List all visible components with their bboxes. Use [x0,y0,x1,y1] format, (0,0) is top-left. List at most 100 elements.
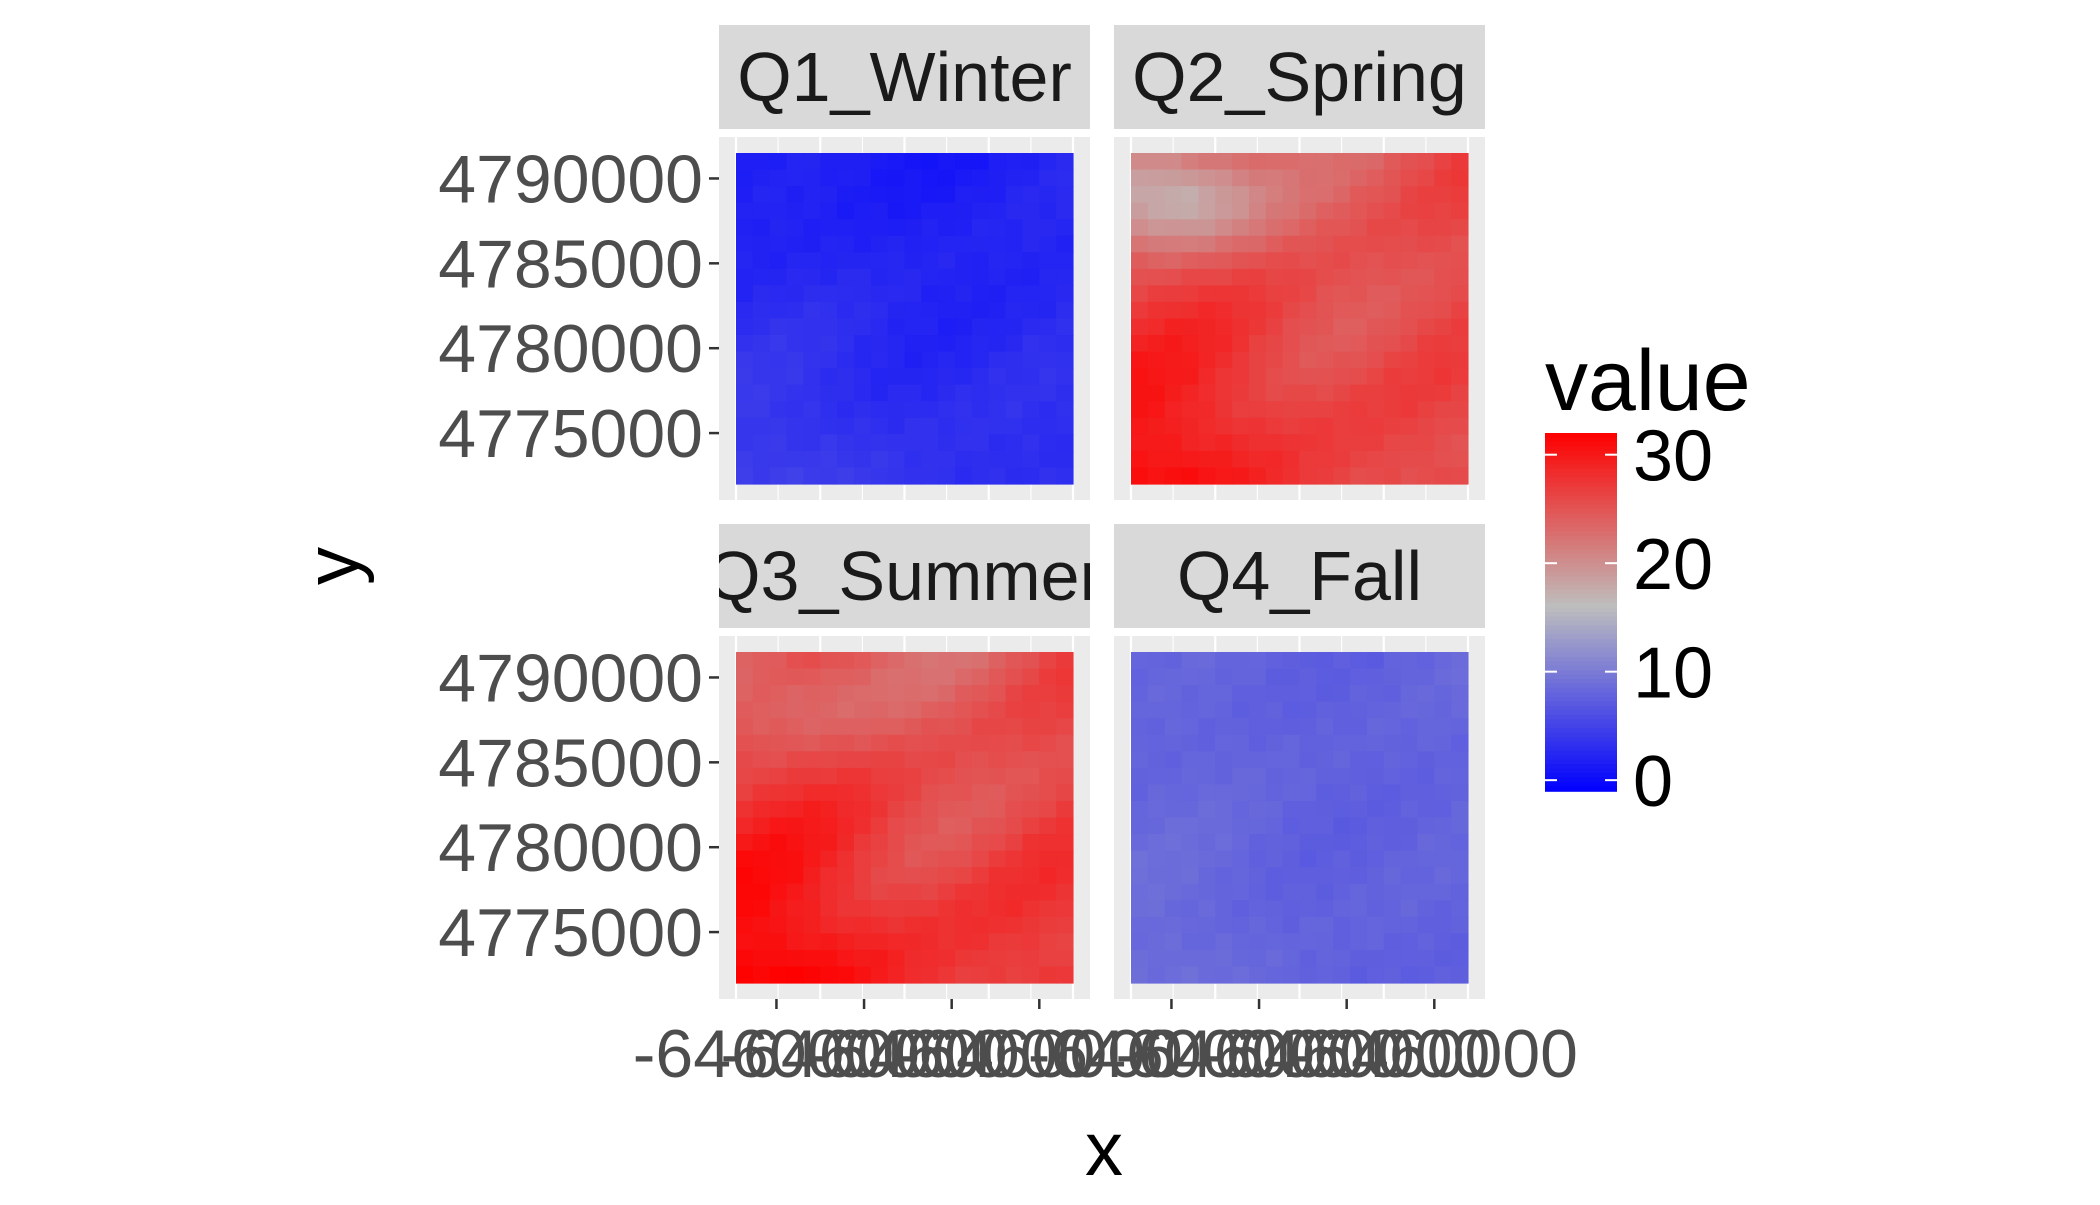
heatmap-tile [1215,718,1233,736]
heatmap-tile [786,784,804,802]
heatmap-tile [1131,883,1149,901]
heatmap-tile [752,734,771,752]
legend-colorbar-segment [1545,486,1617,492]
heatmap-tile [1265,949,1284,968]
legend-colorbar-segment [1545,688,1617,694]
heatmap-tile [870,718,889,736]
legend-colorbar-segment [1545,446,1617,452]
heatmap-tile [1282,883,1301,901]
heatmap-tile [955,900,973,918]
heatmap-tile [1056,850,1074,868]
heatmap-tile [1265,186,1284,204]
heatmap-tile [1147,900,1166,918]
heatmap-tile [1299,850,1317,868]
heatmap-tile [1215,966,1233,984]
heatmap-tile [1005,916,1024,934]
heatmap-tile [1333,351,1351,369]
heatmap-tile [736,219,754,237]
heatmap-tile [837,734,855,752]
heatmap-tile [955,401,973,419]
heatmap-tile [1400,153,1419,171]
heatmap-tile [1164,318,1183,336]
heatmap-tile [955,949,973,968]
heatmap-tile [752,966,771,984]
heatmap-tile [736,668,754,686]
heatmap-tile [1022,949,1040,968]
heatmap-tile [904,850,922,868]
heatmap-tile [1299,153,1317,171]
heatmap-tile [1005,685,1024,703]
heatmap-tile [938,301,956,320]
heatmap-tile [1022,368,1040,386]
heatmap-tile [938,417,956,435]
heatmap-tile [1181,834,1199,852]
heatmap-tile [1282,335,1301,353]
heatmap-tile [1333,751,1351,769]
heatmap-tile [904,767,922,785]
heatmap-tile [971,817,990,835]
heatmap-tile [1022,153,1040,171]
heatmap-tile [1198,767,1216,785]
heatmap-tile [1248,219,1267,237]
heatmap-tile [938,734,956,752]
heatmap-tile [1282,933,1301,951]
heatmap-tile [1022,252,1040,270]
facet-strip-label: Q1_Winter [737,38,1072,116]
heatmap-tile [1451,883,1469,901]
heatmap-tile [1215,301,1233,320]
heatmap-tile [887,434,906,452]
heatmap-tile [1232,268,1250,286]
heatmap-tile [1164,784,1183,802]
heatmap-tile [1147,784,1166,802]
heatmap-tile [1005,450,1024,469]
heatmap-tile [1417,668,1435,686]
heatmap-tile [1198,900,1216,918]
heatmap-tile [971,916,990,934]
heatmap-tile [1022,186,1040,204]
heatmap-tile [904,751,922,769]
heatmap-tile [1164,153,1183,171]
heatmap-tile [955,301,973,320]
heatmap-tile [1056,916,1074,934]
heatmap-tile [1131,966,1149,984]
heatmap-tile [1005,949,1024,968]
heatmap-tile [803,949,821,968]
heatmap-tile [1056,900,1074,918]
heatmap-tile [1333,718,1351,736]
heatmap-tile [1056,685,1074,703]
heatmap-tile [1248,767,1267,785]
heatmap-tile [853,285,872,303]
heatmap-tile [1400,202,1419,220]
heatmap-tile [1400,335,1419,353]
heatmap-tile [1147,450,1166,469]
heatmap-tile [1299,335,1317,353]
heatmap-tile [1383,285,1402,303]
heatmap-tile [1232,384,1250,402]
heatmap-tile [786,900,804,918]
heatmap-tile [1131,467,1149,485]
heatmap-tile [1147,949,1166,968]
heatmap-tile [1417,235,1435,253]
heatmap-tile [803,434,821,452]
heatmap-tile [1316,685,1334,703]
heatmap-tile [853,652,872,670]
heatmap-tile [988,401,1007,419]
heatmap-tile [1039,450,1057,469]
y-tick-label: 4780000 [438,311,703,387]
heatmap-tile [1005,417,1024,435]
heatmap-tile [1022,751,1040,769]
heatmap-tile [752,235,771,253]
heatmap-tile [938,685,956,703]
heatmap-tile [1366,850,1385,868]
heatmap-tile [1316,883,1334,901]
heatmap-tile [955,883,973,901]
heatmap-tile [1131,268,1149,286]
y-tick-label: 4785000 [438,725,703,801]
heatmap-tile [1333,867,1351,885]
heatmap-tile [1333,202,1351,220]
heatmap-tile [1005,169,1024,187]
heatmap-tile [1005,800,1024,819]
heatmap-tile [853,867,872,885]
heatmap-tile [1333,834,1351,852]
heatmap-tile [1434,883,1452,901]
